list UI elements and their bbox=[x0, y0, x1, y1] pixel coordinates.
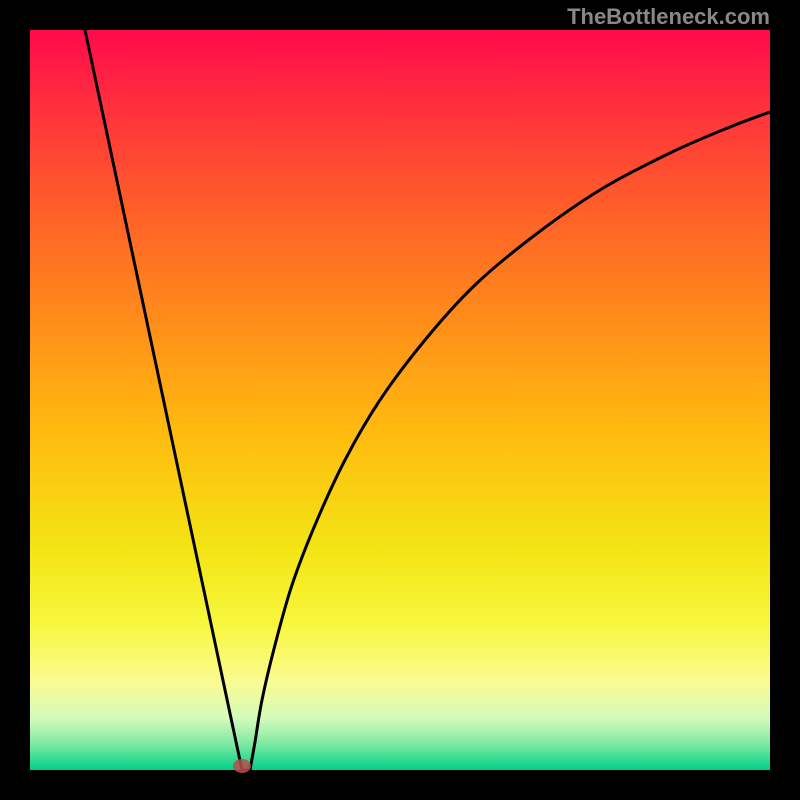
attribution-text: TheBottleneck.com bbox=[567, 4, 770, 30]
bottleneck-curve bbox=[30, 30, 770, 770]
chart-container: TheBottleneck.com bbox=[0, 0, 800, 800]
plot-area bbox=[30, 30, 770, 770]
minimum-point-marker bbox=[233, 759, 251, 773]
